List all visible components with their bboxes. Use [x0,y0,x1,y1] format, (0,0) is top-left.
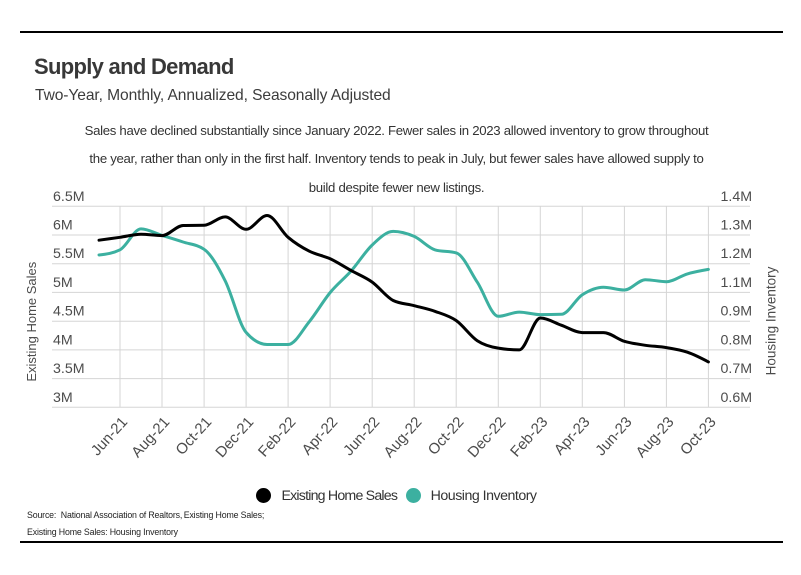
svg-text:Existing Home Sales: Existing Home Sales [24,261,39,381]
svg-text:Dec-21: Dec-21 [212,414,257,461]
svg-text:Apr-23: Apr-23 [551,414,594,459]
svg-text:Feb-22: Feb-22 [255,414,299,461]
svg-text:1.3M: 1.3M [721,218,753,234]
svg-text:Oct-21: Oct-21 [173,414,216,459]
svg-text:1.2M: 1.2M [721,246,753,262]
svg-text:1.4M: 1.4M [721,189,753,205]
svg-text:4M: 4M [53,332,73,348]
svg-text:3M: 3M [53,390,73,406]
svg-text:Jun-23: Jun-23 [592,414,635,459]
svg-text:Feb-23: Feb-23 [507,414,551,461]
svg-text:6M: 6M [53,218,73,234]
svg-text:Apr-22: Apr-22 [299,414,342,459]
svg-text:Aug-21: Aug-21 [128,414,173,461]
svg-text:Jun-22: Jun-22 [340,414,383,459]
svg-text:Jun-21: Jun-21 [88,414,131,459]
svg-text:0.9M: 0.9M [721,304,753,320]
svg-text:4.5M: 4.5M [53,304,85,320]
svg-text:Housing Inventory: Housing Inventory [764,266,779,375]
svg-text:5.5M: 5.5M [53,246,85,262]
svg-text:Oct-23: Oct-23 [677,414,720,459]
svg-text:6.5M: 6.5M [53,189,85,205]
svg-text:Dec-22: Dec-22 [464,414,509,461]
svg-text:0.8M: 0.8M [721,332,753,348]
svg-text:Aug-22: Aug-22 [380,414,425,461]
svg-text:1.1M: 1.1M [721,275,753,291]
svg-text:0.6M: 0.6M [721,390,753,406]
svg-text:Aug-23: Aug-23 [633,414,678,461]
svg-text:3.5M: 3.5M [53,361,85,377]
svg-text:0.7M: 0.7M [721,361,753,377]
svg-text:Oct-22: Oct-22 [425,414,468,459]
svg-text:5M: 5M [53,275,73,291]
